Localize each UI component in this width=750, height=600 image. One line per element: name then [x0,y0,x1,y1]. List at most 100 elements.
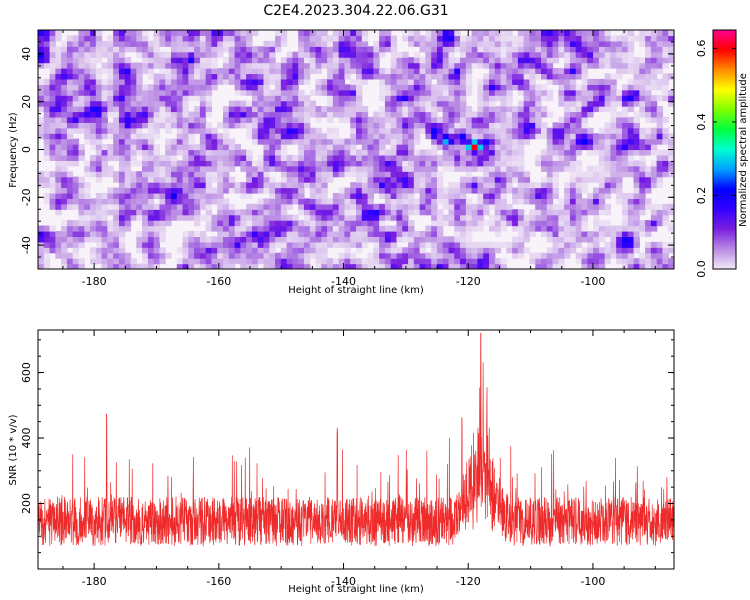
heatmap-cell [633,73,640,80]
heatmap-cell [153,154,161,161]
heatmap-cell [662,127,669,134]
heatmap-cell [194,252,201,259]
heatmap-cell [303,214,311,221]
heatmap-cell [668,40,674,47]
heatmap-cell [373,241,380,248]
heatmap-cell [61,198,68,205]
heatmap-cell [593,35,600,42]
heatmap-cell [240,122,247,129]
heatmap-cell [512,247,519,254]
heatmap-cell [211,154,218,161]
heatmap-cell [275,220,282,227]
heatmap-cell [338,62,346,69]
heatmap-cell [327,84,334,91]
heatmap-cell [356,111,363,118]
heatmap-cell [448,89,455,96]
heatmap-cell [477,154,484,161]
heatmap-cell [460,187,467,194]
heatmap-cell [66,100,74,107]
heatmap-cell [650,78,658,85]
heatmap-cell [356,241,363,248]
heatmap-cell [581,46,588,53]
heatmap-cell [182,258,189,265]
heatmap-cell [228,165,236,172]
heatmap-cell [78,154,85,161]
heatmap-cell [621,100,629,107]
heatmap-cell [419,203,426,210]
heatmap-cell [425,176,432,183]
heatmap-cell [66,127,74,134]
heatmap-cell [373,214,380,221]
heatmap-cell [165,171,172,178]
heatmap-cell [176,78,184,85]
heatmap-cell [118,258,126,265]
heatmap-cell [303,30,311,37]
heatmap-cell [211,171,218,178]
heatmap-cell [303,203,311,210]
heatmap-cell [257,214,265,221]
heatmap-cell [49,230,56,238]
heatmap-cell [454,236,461,243]
heatmap-cell [436,73,444,80]
heatmap-cell [286,214,293,221]
heatmap-cell [327,263,334,269]
heatmap-cell [367,258,374,265]
heatmap-cell [228,225,236,232]
heatmap-cell [621,252,629,259]
heatmap-cell [483,165,490,172]
heatmap-cell [188,149,195,156]
heatmap-cell [55,230,62,238]
heatmap-cell [165,73,172,80]
heatmap-cell [280,73,288,80]
heatmap-cell [460,111,467,118]
heatmap-cell [153,78,161,85]
heatmap-cell [448,100,455,107]
heatmap-cell [413,154,421,161]
heatmap-cell [49,198,56,205]
heatmap-cell [517,35,525,42]
heatmap-cell [55,192,62,199]
heatmap-cell [639,165,646,172]
heatmap-cell [500,133,507,140]
heatmap-cell [465,149,473,156]
heatmap-cell [153,182,161,189]
heatmap-cell [223,133,230,140]
heatmap-cell [650,160,658,167]
heatmap-cell [523,30,531,37]
heatmap-cell [546,171,554,178]
heatmap-cell [240,263,247,269]
heatmap-cell [61,171,68,178]
heatmap-cell [130,78,137,85]
heatmap-cell [84,57,91,64]
heatmap-cell [581,106,588,113]
heatmap-cell [49,171,56,178]
heatmap-cell [142,68,149,75]
heatmap-cell [546,149,554,156]
heatmap-cell [130,258,137,265]
heatmap-cell [217,133,224,140]
heatmap-cell [217,209,224,216]
heatmap-cell [454,127,461,134]
heatmap-cell [350,100,357,107]
heatmap-cell [442,40,450,47]
heatmap-cell [575,30,583,37]
heatmap-cell [90,46,97,53]
heatmap-cell [356,236,363,243]
heatmap-cell [303,122,311,129]
heatmap-cell [512,225,519,232]
heatmap-cell [604,154,611,161]
heatmap-cell [373,203,380,210]
heatmap-cell [408,258,415,265]
heatmap-cell [269,138,276,145]
heatmap-cell [650,62,658,69]
heatmap-cell [535,258,542,265]
heatmap-cell [367,225,374,232]
heatmap-cell [90,95,97,102]
heatmap-cell [84,51,91,58]
heatmap-cell [604,230,611,238]
heatmap-cell [541,46,548,53]
heatmap-cell [55,68,62,75]
heatmap-cell [269,111,276,118]
heatmap-cell [616,51,623,58]
heatmap-cell [263,51,270,58]
